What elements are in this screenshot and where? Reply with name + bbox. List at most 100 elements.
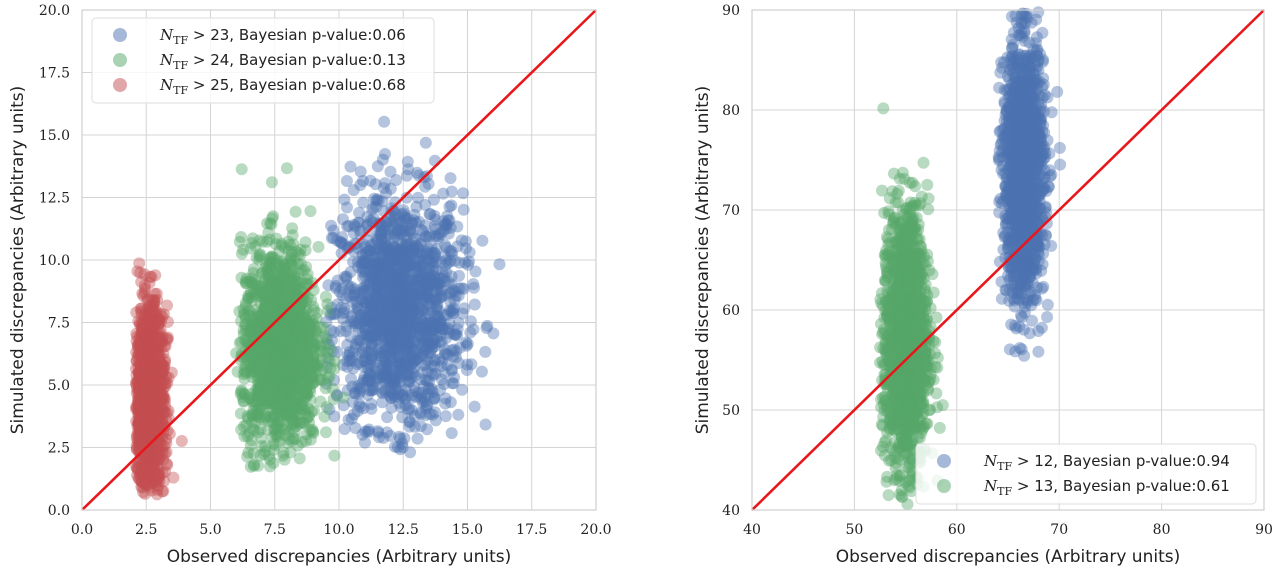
scatter-point <box>400 307 413 320</box>
scatter-point <box>399 239 412 251</box>
scatter-point <box>394 223 407 236</box>
scatter-point <box>419 373 432 386</box>
scatter-point <box>435 336 448 349</box>
scatter-point <box>161 315 174 328</box>
scatter-point <box>414 373 427 386</box>
scatter-point <box>277 368 290 381</box>
scatter-point <box>145 391 158 404</box>
scatter-point <box>289 205 302 218</box>
legend-marker <box>113 28 127 42</box>
scatter-point <box>378 355 391 368</box>
scatter-point <box>386 254 399 267</box>
scatter-point <box>415 386 428 399</box>
scatter-point <box>436 266 449 278</box>
scatter-point <box>396 244 409 257</box>
scatter-point <box>446 306 459 319</box>
scatter-point <box>363 346 376 359</box>
scatter-point <box>402 338 415 350</box>
scatter-point <box>450 345 463 358</box>
scatter-point <box>338 303 351 315</box>
scatter-point <box>414 406 427 419</box>
scatter-point <box>429 337 442 349</box>
scatter-point <box>407 304 420 317</box>
scatter-point <box>422 230 435 243</box>
scatter-point <box>385 391 398 404</box>
scatter-point <box>414 322 427 335</box>
scatter-point <box>388 331 401 344</box>
scatter-point <box>401 343 414 356</box>
scatter-point <box>403 415 416 428</box>
scatter-point <box>412 266 425 279</box>
scatter-point <box>374 229 387 242</box>
scatter-point <box>428 393 441 406</box>
scatter-point <box>369 294 382 307</box>
scatter-point <box>282 357 295 370</box>
scatter-point <box>365 368 378 381</box>
scatter-point <box>445 245 458 258</box>
scatter-point <box>407 343 420 356</box>
scatter-point <box>388 391 401 403</box>
scatter-point <box>377 368 390 381</box>
scatter-point <box>378 375 391 388</box>
scatter-point <box>341 361 354 373</box>
scatter-point <box>429 230 442 243</box>
scatter-point <box>386 221 399 233</box>
scatter-point <box>464 326 477 339</box>
scatter-point <box>422 317 435 330</box>
scatter-point <box>258 286 271 299</box>
left-x-ticklabels: 0.0 2.5 5.0 7.5 10.0 12.5 15.0 17.5 20.0 <box>71 522 612 538</box>
scatter-point <box>479 418 492 431</box>
scatter-point <box>382 249 395 261</box>
scatter-point <box>402 321 415 334</box>
scatter-point <box>437 224 450 237</box>
scatter-point <box>414 285 427 298</box>
scatter-point <box>241 430 254 443</box>
scatter-point <box>396 367 409 380</box>
scatter-point <box>372 274 385 287</box>
scatter-point <box>351 334 364 347</box>
scatter-point <box>387 246 400 259</box>
scatter-point <box>457 203 470 216</box>
scatter-point <box>258 389 271 402</box>
scatter-point <box>383 300 396 313</box>
scatter-point <box>407 243 420 256</box>
scatter-point <box>363 244 375 257</box>
scatter-point <box>405 299 418 312</box>
scatter-point <box>143 436 156 449</box>
scatter-point <box>359 315 372 327</box>
scatter-point <box>398 242 411 255</box>
scatter-point <box>397 302 410 315</box>
scatter-point <box>428 319 441 332</box>
scatter-point <box>245 288 257 301</box>
scatter-point <box>422 253 435 266</box>
scatter-point <box>423 261 436 274</box>
scatter-point <box>380 239 393 252</box>
scatter-point <box>388 251 401 264</box>
scatter-point <box>339 325 352 338</box>
scatter-point <box>395 301 408 314</box>
scatter-point <box>447 377 460 390</box>
scatter-point <box>361 234 374 247</box>
scatter-point <box>239 299 252 312</box>
legend-marker <box>113 53 127 67</box>
y-tick-label: 15.0 <box>39 128 70 144</box>
scatter-point <box>328 326 340 339</box>
scatter-point <box>387 347 400 360</box>
scatter-point <box>325 301 338 314</box>
scatter-point <box>380 358 393 371</box>
scatter-point <box>448 254 461 267</box>
scatter-point <box>425 316 438 329</box>
scatter-point <box>377 277 390 290</box>
scatter-point <box>360 266 372 279</box>
scatter-point <box>403 254 416 267</box>
scatter-point <box>325 232 338 244</box>
scatter-point <box>405 309 418 322</box>
scatter-point <box>439 259 452 272</box>
scatter-point <box>394 276 407 289</box>
scatter-point <box>351 405 364 417</box>
scatter-point <box>380 328 393 341</box>
scatter-point <box>389 307 402 320</box>
scatter-point <box>366 307 379 320</box>
scatter-point <box>422 381 435 394</box>
scatter-point <box>370 372 383 384</box>
